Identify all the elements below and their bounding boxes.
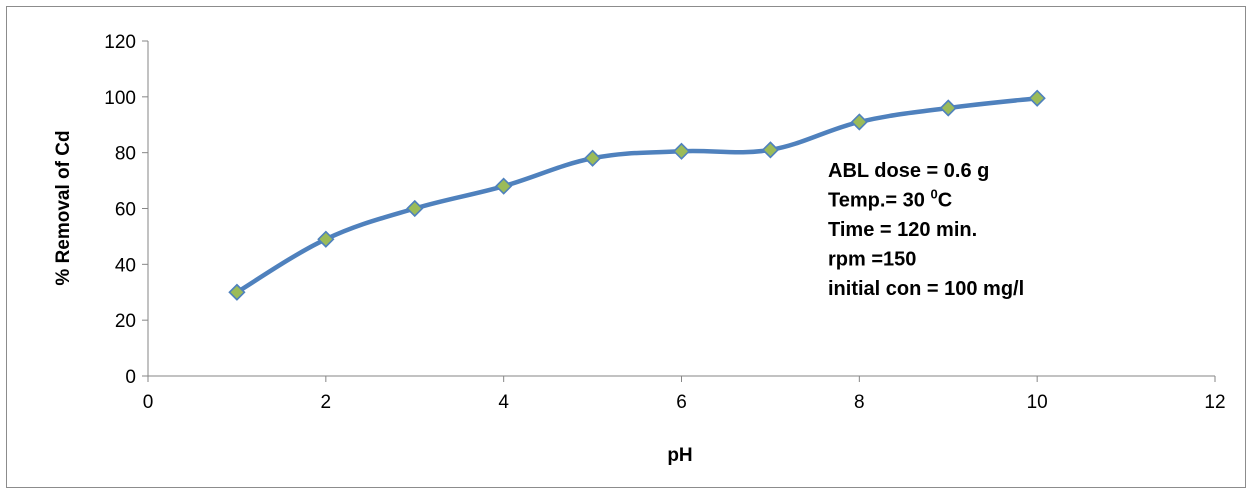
data-point-marker (1028, 89, 1046, 107)
x-tick-label: 2 (321, 392, 332, 413)
data-point-marker (495, 177, 513, 195)
chart-frame (6, 6, 1246, 488)
y-axis-ticks: 0 20 40 60 80 100 120 (104, 32, 148, 388)
x-tick-label: 6 (676, 392, 687, 413)
x-tick-label: 0 (143, 392, 154, 413)
data-point-marker (317, 230, 335, 248)
y-tick-label: 60 (115, 200, 136, 221)
data-point-marker (850, 113, 868, 131)
x-axis-ticks: 0 2 4 6 8 10 12 (143, 376, 1226, 413)
y-tick-label: 80 (115, 144, 136, 165)
data-point-marker (672, 142, 691, 160)
axes (147, 41, 1215, 377)
x-tick-label: 8 (854, 392, 865, 413)
data-point-marker (583, 149, 602, 167)
x-tick-label: 12 (1204, 392, 1225, 413)
series-line (234, 95, 1040, 295)
series-group (228, 89, 1046, 301)
data-point-marker (228, 283, 246, 301)
annotation-line: Temp.= 30 0C (828, 187, 952, 212)
y-tick-label: 20 (115, 311, 136, 332)
x-tick-label: 10 (1027, 392, 1048, 413)
annotation-line: rpm =150 (828, 249, 916, 271)
annotation-line: Time = 120 min. (828, 219, 977, 241)
x-tick-label: 4 (498, 392, 509, 413)
x-axis-title: pH (667, 445, 692, 466)
annotation-box: ABL dose = 0.6 g Temp.= 30 0C Time = 120 m… (828, 160, 1024, 300)
annotation-line: initial con = 100 mg/l (828, 278, 1024, 300)
y-tick-label: 40 (115, 255, 136, 276)
y-axis-title: % Removal of Cd (53, 130, 74, 285)
y-tick-label: 0 (125, 367, 136, 388)
data-point-marker (761, 141, 780, 159)
annotation-line: ABL dose = 0.6 g (828, 160, 989, 182)
y-tick-label: 120 (104, 32, 136, 53)
data-point-marker (939, 99, 957, 117)
y-tick-label: 100 (104, 88, 136, 109)
data-point-marker (406, 199, 424, 218)
